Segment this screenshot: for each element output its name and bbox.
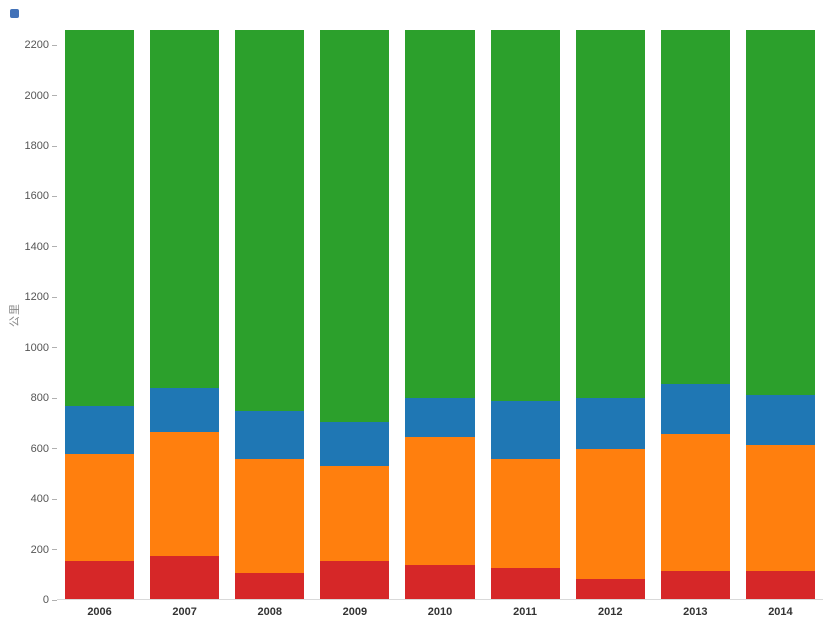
- bar-segment-orange[interactable]: [660, 434, 730, 572]
- x-axis-labels: 2006 2007 2008 2009 2010 2011 2012 2013 2014: [57, 600, 823, 628]
- y-tick: 600: [31, 443, 57, 455]
- bar-segment-blue[interactable]: [65, 406, 135, 455]
- bar-2010[interactable]: [397, 30, 482, 599]
- bar-2009[interactable]: [312, 30, 397, 599]
- bar-segment-red[interactable]: [660, 571, 730, 599]
- y-axis: 0 200 400 600 800 1000 1200 1400 1600 1800 2000 220…: [0, 30, 57, 606]
- bar-segment-green[interactable]: [235, 30, 305, 412]
- bar-segment-blue[interactable]: [575, 397, 645, 450]
- y-tick: 2000: [25, 90, 57, 102]
- bar-segment-green[interactable]: [150, 30, 220, 388]
- y-tick-label: 1600: [24, 190, 49, 203]
- y-tick-label: 2200: [24, 39, 49, 52]
- x-axis-label: 2008: [257, 606, 283, 618]
- x-axis-label: 2014: [768, 606, 793, 618]
- bar-segment-orange[interactable]: [320, 465, 390, 562]
- bar-segment-red[interactable]: [405, 565, 475, 599]
- bar-segment-blue[interactable]: [405, 397, 475, 437]
- y-tick: 400: [31, 493, 57, 505]
- y-tick-mark: [52, 599, 57, 601]
- bar-segment-orange[interactable]: [65, 454, 135, 562]
- y-tick: 0: [43, 594, 57, 606]
- y-tick-label: 1200: [24, 291, 49, 304]
- bar-segment-green[interactable]: [575, 30, 645, 398]
- y-tick-mark: [52, 549, 57, 551]
- y-tick: 1000: [25, 342, 57, 354]
- y-tick: 1800: [25, 140, 57, 152]
- bar-segment-green[interactable]: [660, 30, 730, 384]
- y-tick-mark: [52, 195, 57, 197]
- y-tick: 1600: [25, 190, 57, 202]
- plot-area: 2006 2007 2008 2009 2010 2011 2012 2013 2014: [57, 30, 823, 629]
- bar-segment-red[interactable]: [575, 578, 645, 599]
- bar-2012[interactable]: [568, 30, 653, 599]
- x-axis-label: 2011: [513, 606, 538, 618]
- bar-segment-blue[interactable]: [320, 421, 390, 466]
- y-tick-mark: [52, 347, 57, 349]
- bar-segment-green[interactable]: [490, 30, 560, 402]
- bar-segment-red[interactable]: [150, 556, 220, 599]
- x-axis-label: 2010: [427, 606, 453, 618]
- x-axis-label: 2006: [87, 606, 112, 618]
- y-tick-label: 2000: [24, 89, 49, 102]
- bar-segment-orange[interactable]: [745, 445, 815, 572]
- corner-marker-icon: [10, 9, 19, 18]
- bar-segment-red[interactable]: [745, 571, 815, 599]
- y-tick: 200: [31, 544, 57, 556]
- y-tick-mark: [52, 95, 57, 97]
- y-tick-label: 1800: [24, 140, 49, 153]
- y-tick-mark: [52, 397, 57, 399]
- bar-segment-orange[interactable]: [575, 449, 645, 579]
- y-tick-label: 400: [30, 493, 49, 506]
- plot-bars: [57, 30, 823, 600]
- bar-segment-blue[interactable]: [150, 387, 220, 432]
- y-tick-label: 0: [42, 594, 49, 606]
- bar-segment-red[interactable]: [65, 561, 135, 599]
- bar-segment-green[interactable]: [405, 30, 475, 398]
- y-tick-label: 200: [30, 543, 49, 556]
- bar-segment-orange[interactable]: [235, 459, 305, 573]
- y-tick-mark: [52, 296, 57, 298]
- bar-segment-orange[interactable]: [405, 436, 475, 566]
- bar-2006[interactable]: [57, 30, 142, 599]
- x-axis-label: 2013: [683, 606, 708, 618]
- bar-segment-red[interactable]: [235, 572, 305, 599]
- bar-2007[interactable]: [142, 30, 227, 599]
- bar-segment-green[interactable]: [320, 30, 390, 422]
- bar-segment-red[interactable]: [320, 561, 390, 599]
- y-tick-label: 1400: [24, 240, 49, 253]
- bar-segment-blue[interactable]: [660, 383, 730, 435]
- x-axis-label: 2012: [597, 606, 623, 618]
- y-tick-mark: [52, 246, 57, 248]
- bar-2013[interactable]: [653, 30, 738, 599]
- y-tick-mark: [52, 44, 57, 46]
- bar-segment-green[interactable]: [65, 30, 135, 407]
- bar-2008[interactable]: [227, 30, 312, 599]
- bar-segment-blue[interactable]: [745, 395, 815, 446]
- y-tick-label: 600: [30, 442, 49, 455]
- y-tick: 2200: [25, 39, 57, 51]
- x-axis-label: 2007: [172, 606, 197, 618]
- bar-2014[interactable]: [738, 30, 823, 599]
- y-tick-label: 1000: [24, 341, 49, 354]
- y-tick-label: 800: [30, 392, 49, 405]
- bar-segment-orange[interactable]: [490, 459, 560, 568]
- bar-segment-green[interactable]: [745, 30, 815, 396]
- bar-2011[interactable]: [483, 30, 568, 599]
- y-tick: 800: [31, 392, 57, 404]
- y-tick-mark: [52, 145, 57, 147]
- x-axis-label: 2009: [342, 606, 368, 618]
- y-tick: 1400: [25, 241, 57, 253]
- bar-segment-blue[interactable]: [490, 401, 560, 460]
- bar-segment-red[interactable]: [490, 567, 560, 599]
- y-tick-mark: [52, 498, 57, 500]
- bar-segment-blue[interactable]: [235, 411, 305, 460]
- y-tick-mark: [52, 448, 57, 450]
- bar-segment-orange[interactable]: [150, 431, 220, 557]
- y-tick: 1200: [25, 291, 57, 303]
